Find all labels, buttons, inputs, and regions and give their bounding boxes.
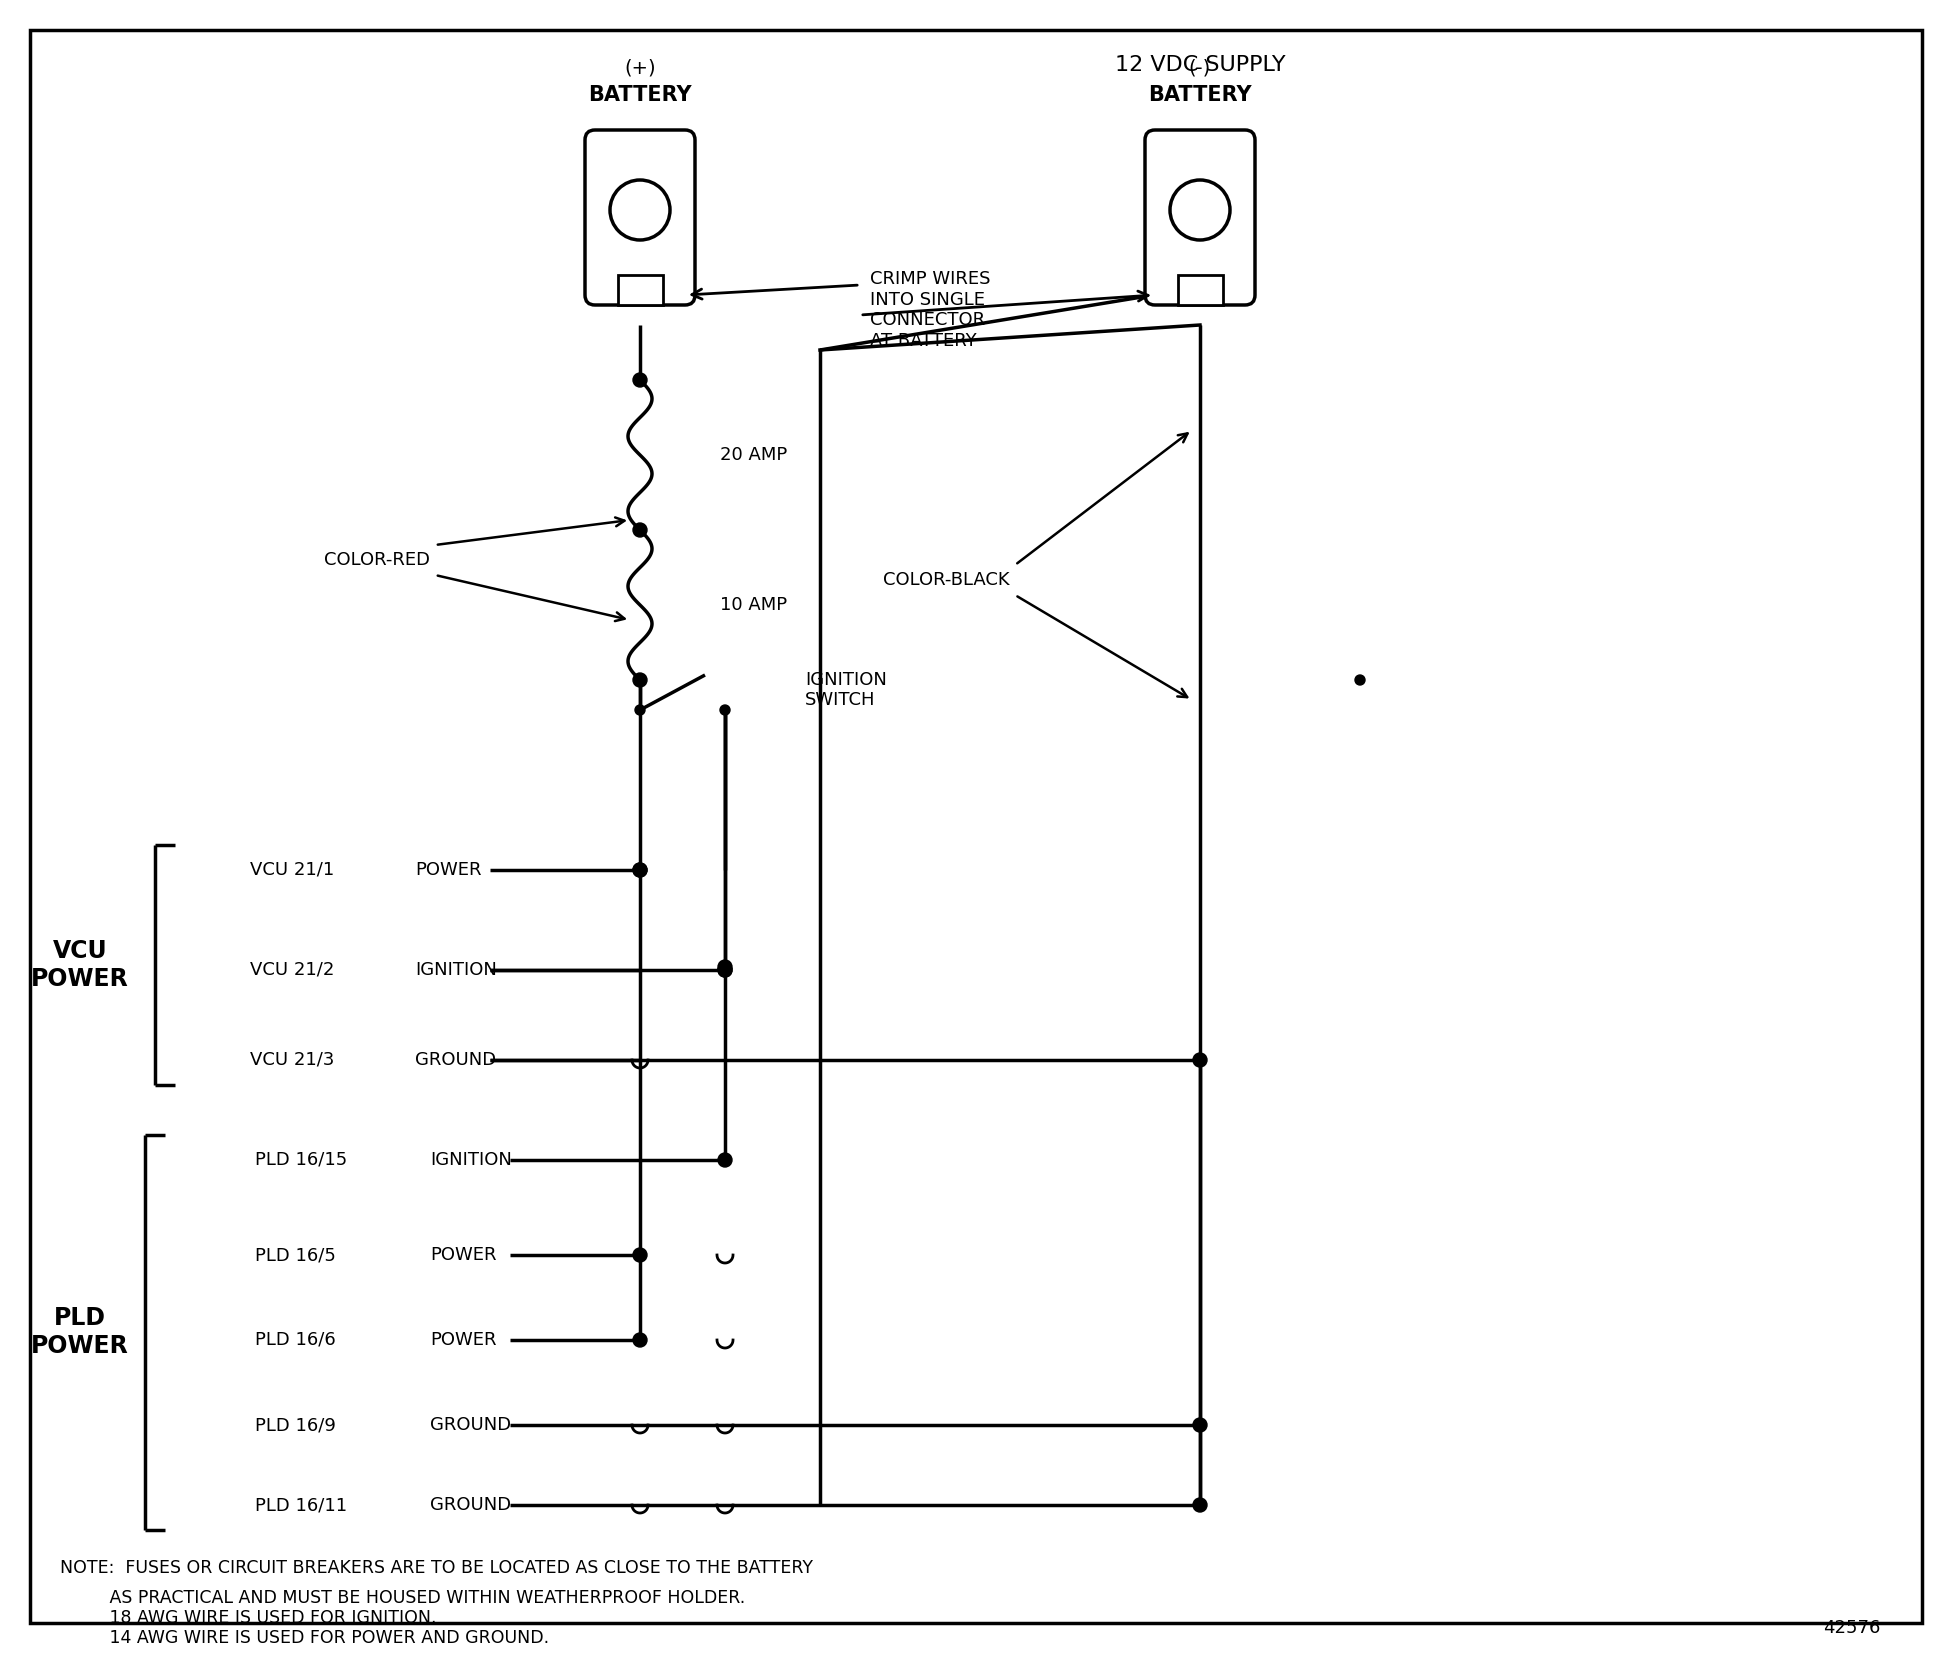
- Text: GROUND: GROUND: [429, 1417, 511, 1435]
- Circle shape: [634, 704, 644, 716]
- Text: VCU 21/1: VCU 21/1: [250, 861, 334, 879]
- FancyBboxPatch shape: [586, 131, 695, 306]
- Text: AS PRACTICAL AND MUST BE HOUSED WITHIN WEATHERPROOF HOLDER.: AS PRACTICAL AND MUST BE HOUSED WITHIN W…: [61, 1589, 746, 1607]
- Circle shape: [718, 964, 732, 977]
- Text: IGNITION
SWITCH: IGNITION SWITCH: [804, 671, 886, 709]
- Text: 14 AWG WIRE IS USED FOR POWER AND GROUND.: 14 AWG WIRE IS USED FOR POWER AND GROUND…: [61, 1628, 549, 1646]
- Text: GROUND: GROUND: [429, 1496, 511, 1514]
- Text: NOTE:  FUSES OR CIRCUIT BREAKERS ARE TO BE LOCATED AS CLOSE TO THE BATTERY: NOTE: FUSES OR CIRCUIT BREAKERS ARE TO B…: [61, 1559, 812, 1577]
- Text: PLD
POWER: PLD POWER: [31, 1306, 129, 1357]
- Bar: [1177, 274, 1224, 306]
- Text: PLD 16/6: PLD 16/6: [256, 1331, 336, 1349]
- Text: POWER: POWER: [429, 1331, 496, 1349]
- Text: VCU
POWER: VCU POWER: [31, 939, 129, 990]
- Circle shape: [632, 863, 646, 878]
- Circle shape: [1193, 1053, 1206, 1066]
- Circle shape: [1193, 1498, 1206, 1512]
- Text: COLOR-BLACK: COLOR-BLACK: [884, 570, 1009, 588]
- Text: PLD 16/5: PLD 16/5: [256, 1246, 336, 1265]
- Circle shape: [632, 1332, 646, 1347]
- Text: PLD 16/9: PLD 16/9: [256, 1417, 336, 1435]
- Circle shape: [632, 863, 646, 878]
- Text: (-): (-): [1189, 58, 1210, 78]
- Circle shape: [632, 374, 646, 387]
- Text: IGNITION: IGNITION: [429, 1150, 511, 1169]
- Text: VCU 21/3: VCU 21/3: [250, 1051, 334, 1069]
- Text: POWER: POWER: [429, 1246, 496, 1265]
- Circle shape: [718, 960, 732, 974]
- Circle shape: [609, 180, 670, 240]
- Circle shape: [1169, 180, 1230, 240]
- Text: BATTERY: BATTERY: [588, 84, 691, 106]
- Text: 42576: 42576: [1823, 1618, 1880, 1636]
- Circle shape: [718, 1154, 732, 1167]
- Text: IGNITION: IGNITION: [416, 960, 498, 979]
- FancyBboxPatch shape: [1146, 131, 1255, 306]
- Circle shape: [1193, 1418, 1206, 1431]
- Text: POWER: POWER: [416, 861, 482, 879]
- Text: PLD 16/11: PLD 16/11: [256, 1496, 347, 1514]
- Text: BATTERY: BATTERY: [1148, 84, 1251, 106]
- Circle shape: [718, 964, 732, 977]
- Circle shape: [632, 673, 646, 688]
- Circle shape: [720, 704, 730, 716]
- Text: COLOR-RED: COLOR-RED: [324, 550, 429, 569]
- Circle shape: [632, 1248, 646, 1261]
- Text: VCU 21/2: VCU 21/2: [250, 960, 334, 979]
- Text: (+): (+): [625, 58, 656, 78]
- Circle shape: [632, 522, 646, 537]
- Text: PLD 16/15: PLD 16/15: [256, 1150, 347, 1169]
- Text: 10 AMP: 10 AMP: [720, 597, 787, 613]
- Text: 20 AMP: 20 AMP: [720, 446, 787, 464]
- Text: 12 VDC SUPPLY: 12 VDC SUPPLY: [1115, 55, 1284, 74]
- Text: GROUND: GROUND: [416, 1051, 496, 1069]
- Text: 18 AWG WIRE IS USED FOR IGNITION.: 18 AWG WIRE IS USED FOR IGNITION.: [61, 1608, 437, 1627]
- Text: CRIMP WIRES
INTO SINGLE
CONNECTOR
AT BATTERY: CRIMP WIRES INTO SINGLE CONNECTOR AT BAT…: [871, 269, 990, 350]
- Bar: [619, 274, 664, 306]
- Circle shape: [1355, 674, 1364, 684]
